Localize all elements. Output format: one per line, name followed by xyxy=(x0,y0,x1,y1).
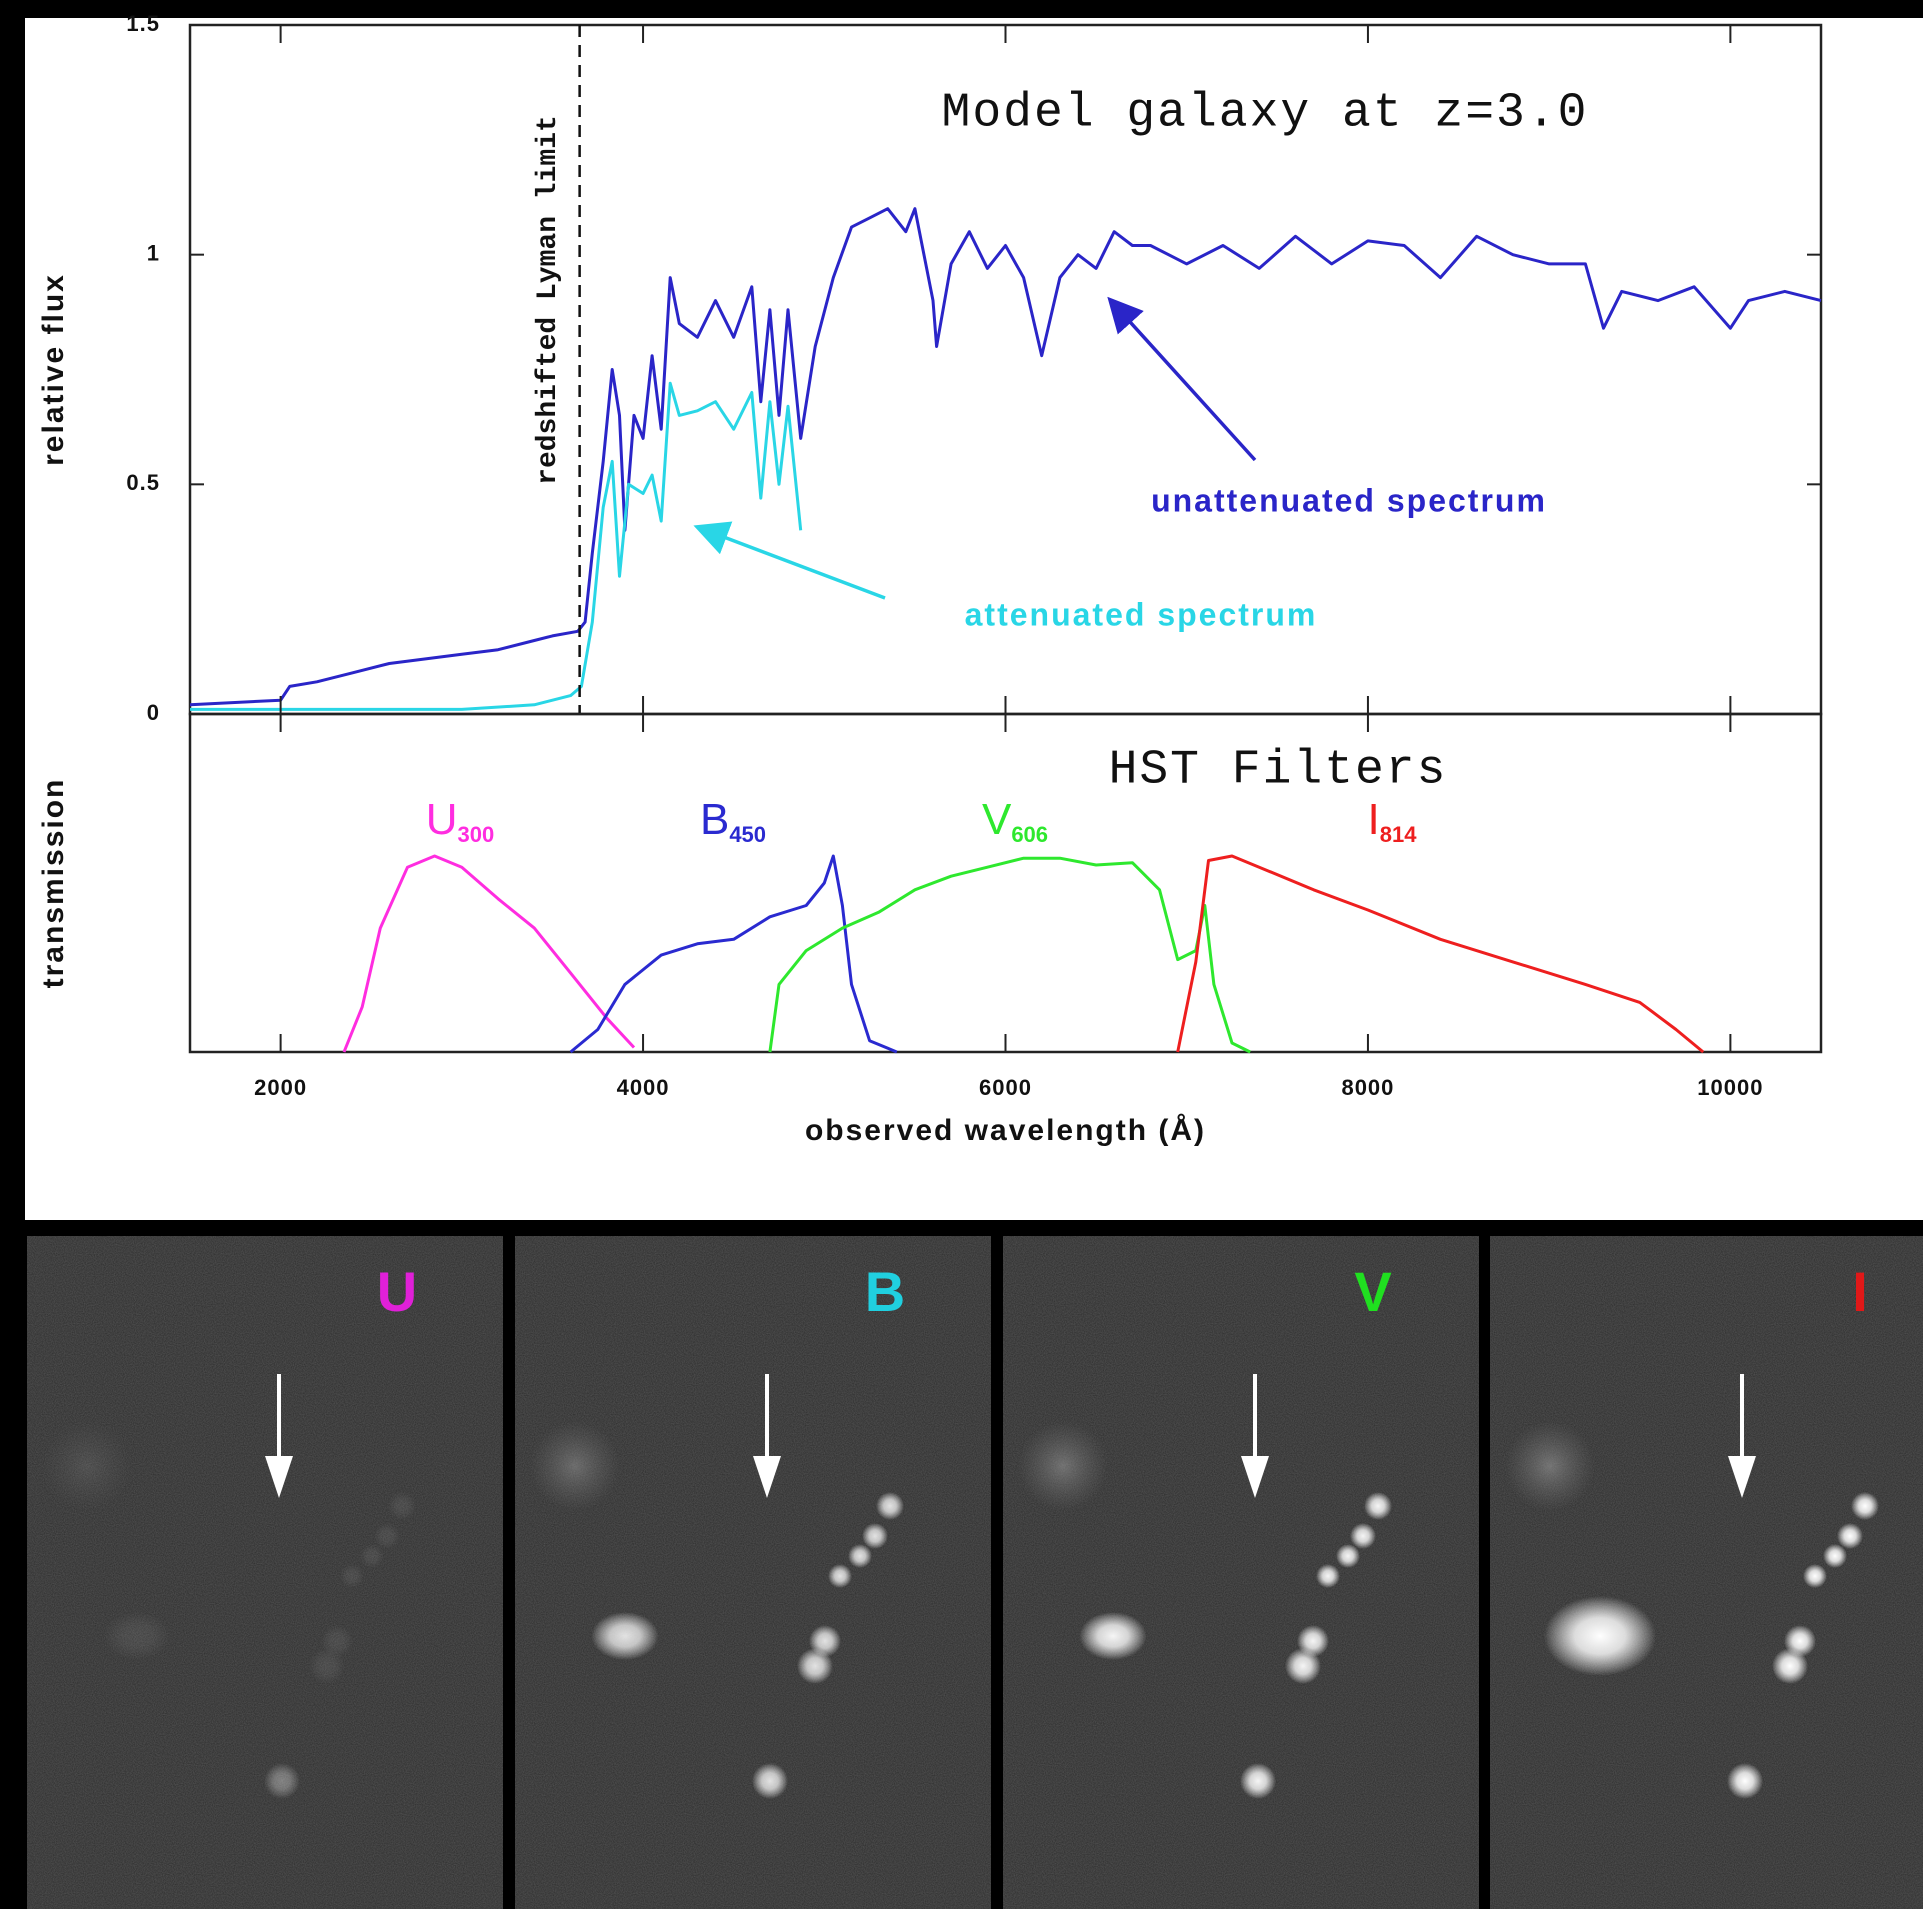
x-tick-label: 10000 xyxy=(1697,1075,1763,1100)
x-tick-label: 6000 xyxy=(979,1075,1032,1100)
galaxy xyxy=(309,1648,345,1684)
filter-subscript: 450 xyxy=(729,822,766,847)
y-axis-label: relative flux xyxy=(37,273,70,466)
galaxy xyxy=(828,1564,852,1588)
series-label: attenuated spectrum xyxy=(965,596,1318,632)
panel-noise xyxy=(1490,1236,1923,1909)
filter-label: B450 xyxy=(700,795,766,847)
charts: 0 0.5 1 1.5 relative flux redshifted Lyman li… xyxy=(37,11,1823,1147)
panel-label: B xyxy=(865,1260,905,1323)
y-tick-label: 0.5 xyxy=(126,470,160,495)
panel-label: I xyxy=(1852,1260,1868,1323)
galaxy xyxy=(1851,1492,1879,1520)
galaxy xyxy=(388,1492,416,1520)
galaxy xyxy=(1336,1544,1360,1568)
galaxy xyxy=(340,1564,364,1588)
panel-noise xyxy=(515,1236,991,1909)
galaxy xyxy=(1079,1612,1147,1660)
image-panel: B xyxy=(515,1236,991,1909)
series-line xyxy=(189,207,1822,707)
chart-title: Model galaxy at z=3.0 xyxy=(942,87,1589,141)
image-panel: V xyxy=(1003,1236,1479,1909)
filter-subscript: 300 xyxy=(458,822,495,847)
galaxy xyxy=(1240,1763,1276,1799)
pointer-arrowhead xyxy=(1728,1456,1756,1498)
galaxy xyxy=(1316,1564,1340,1588)
galaxy xyxy=(1823,1544,1847,1568)
x-tick-label: 2000 xyxy=(254,1075,307,1100)
galaxy xyxy=(1772,1648,1808,1684)
series-line xyxy=(768,856,1251,1054)
filter-label: I814 xyxy=(1368,795,1418,847)
galaxy xyxy=(264,1763,300,1799)
galaxy xyxy=(103,1612,171,1660)
series-line xyxy=(1176,854,1705,1054)
galaxy xyxy=(1837,1523,1863,1549)
pointer-arrowhead xyxy=(1241,1456,1269,1498)
filter-label: U300 xyxy=(426,795,495,847)
pointer-arrowhead xyxy=(265,1456,293,1498)
lyman-limit-label: redshifted Lyman limit xyxy=(533,115,564,485)
filter-name: U xyxy=(426,795,458,844)
series-line xyxy=(342,854,636,1053)
galaxy xyxy=(42,1421,132,1511)
panel-label: V xyxy=(1354,1260,1391,1323)
chart-title: HST Filters xyxy=(1109,744,1448,798)
x-tick-label: 4000 xyxy=(617,1075,670,1100)
filter-name: V xyxy=(982,795,1012,844)
plot-background xyxy=(25,18,1923,1220)
series-label: unattenuated spectrum xyxy=(1151,482,1547,518)
pointer-arrowhead xyxy=(753,1456,781,1498)
annotation-arrow xyxy=(693,521,886,600)
galaxy xyxy=(1544,1596,1656,1676)
galaxy xyxy=(848,1544,872,1568)
galaxy xyxy=(1364,1492,1392,1520)
galaxy xyxy=(1350,1523,1376,1549)
galaxy xyxy=(1285,1648,1321,1684)
galaxy xyxy=(591,1612,659,1660)
x-tick-label: 8000 xyxy=(1341,1075,1394,1100)
galaxy xyxy=(797,1648,833,1684)
image-panel: U xyxy=(27,1236,503,1909)
y-tick-label: 1.5 xyxy=(126,11,160,36)
galaxy xyxy=(530,1421,620,1511)
galaxy xyxy=(1803,1564,1827,1588)
y-tick-label: 1 xyxy=(147,240,160,265)
y-axis-label: transmission xyxy=(37,778,70,989)
y-tick-label: 0 xyxy=(147,700,160,725)
galaxy xyxy=(876,1492,904,1520)
filter-name: B xyxy=(700,795,729,844)
galaxy xyxy=(1727,1763,1763,1799)
filter-name: I xyxy=(1368,795,1380,844)
annotation-arrow xyxy=(1107,296,1257,462)
galaxy xyxy=(1018,1421,1108,1511)
filter-subscript: 814 xyxy=(1380,822,1417,847)
series-line xyxy=(190,381,803,711)
filter-subscript: 606 xyxy=(1011,822,1048,847)
galaxy xyxy=(1505,1421,1595,1511)
image-panel: I xyxy=(1490,1236,1923,1909)
galaxy xyxy=(374,1523,400,1549)
series-line xyxy=(569,854,898,1054)
panel-label: U xyxy=(377,1260,417,1323)
x-axis-label: observed wavelength (Å) xyxy=(805,1114,1206,1147)
filter-label: V606 xyxy=(982,795,1048,847)
panel-noise xyxy=(27,1236,503,1909)
galaxy xyxy=(862,1523,888,1549)
panel-noise xyxy=(1003,1236,1479,1909)
galaxy xyxy=(752,1763,788,1799)
galaxy xyxy=(360,1544,384,1568)
